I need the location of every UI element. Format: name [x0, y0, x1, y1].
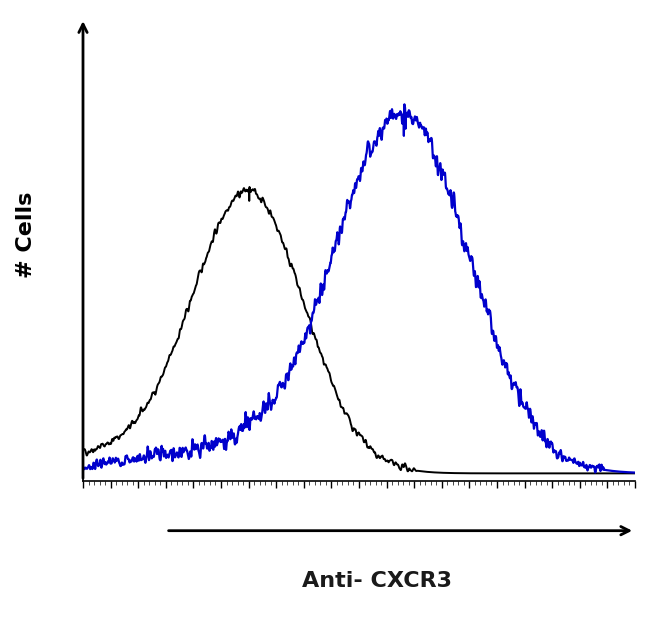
- Text: Anti- CXCR3: Anti- CXCR3: [302, 571, 452, 591]
- Text: # Cells: # Cells: [16, 192, 36, 278]
